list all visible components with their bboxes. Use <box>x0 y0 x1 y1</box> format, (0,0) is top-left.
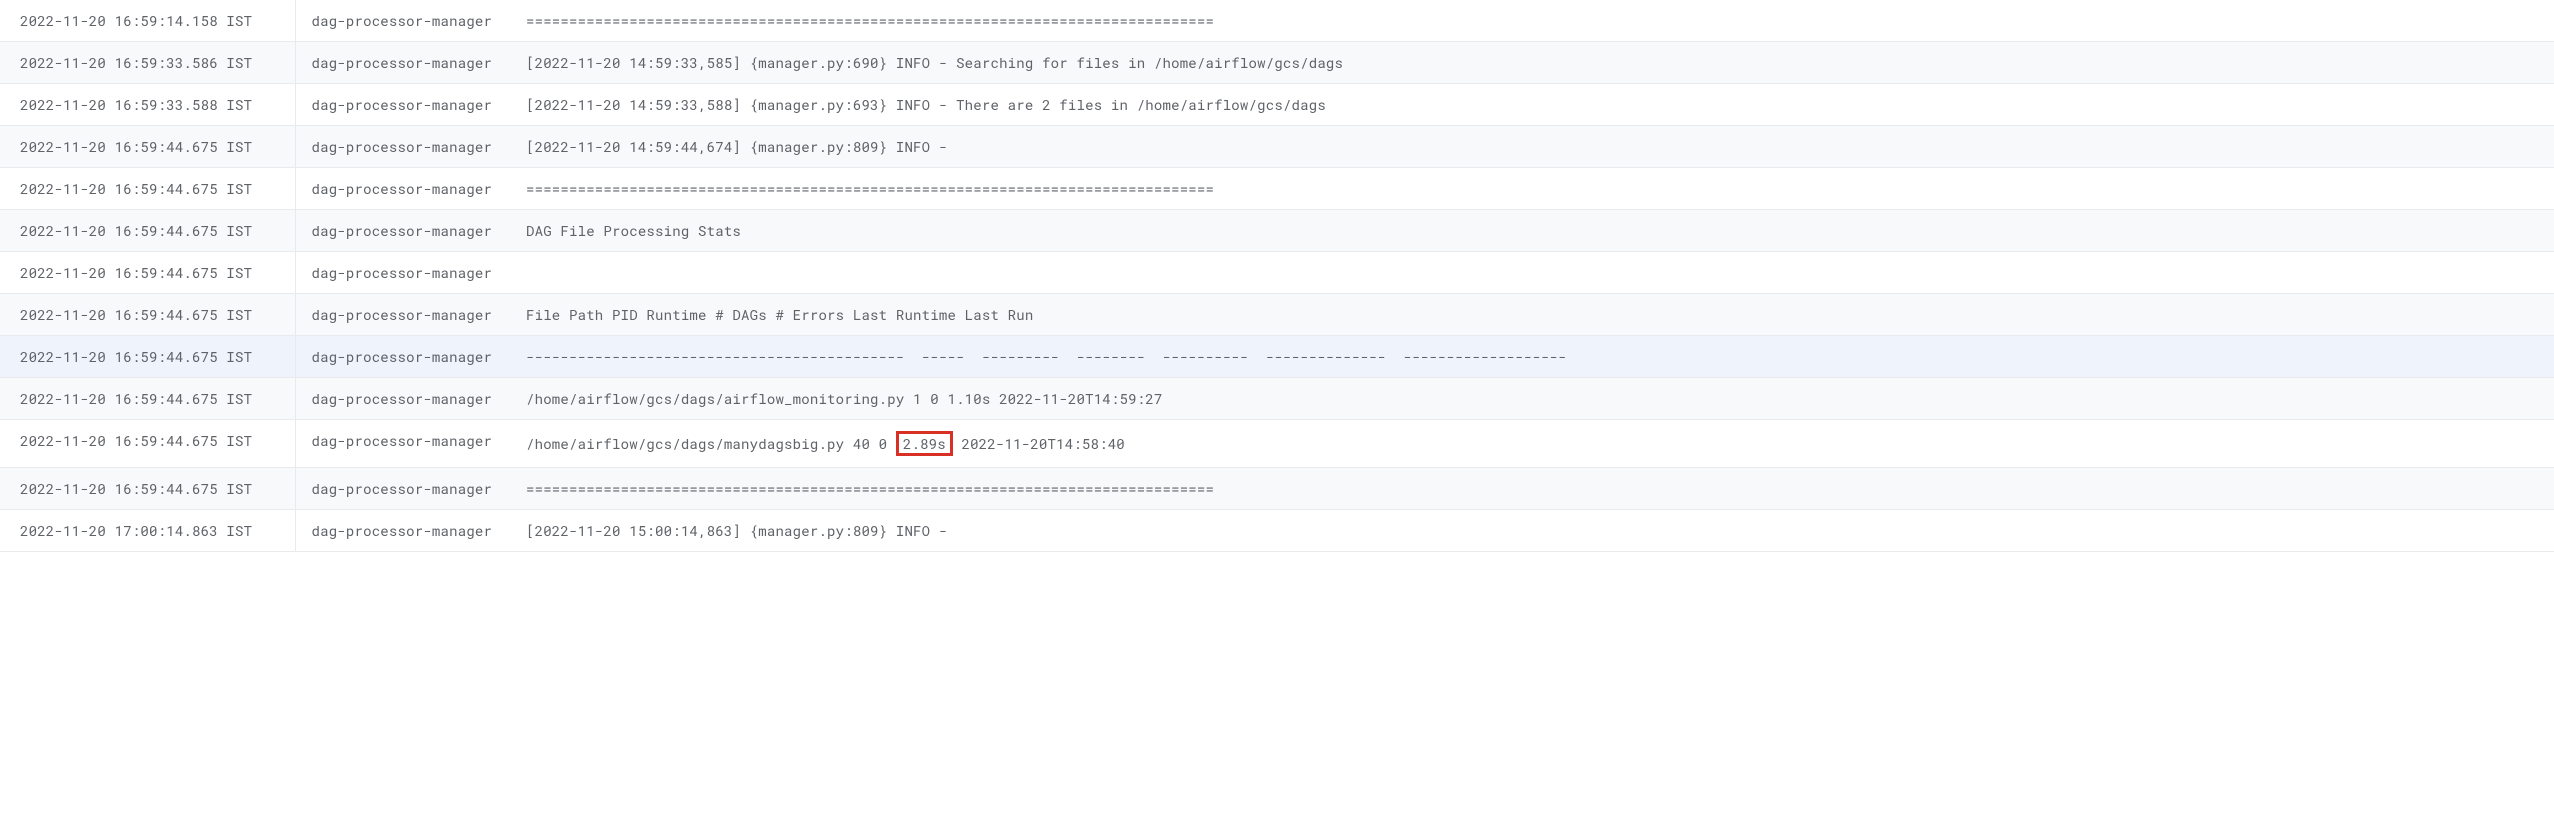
log-timestamp: 2022-11-20 16:59:14.158 IST <box>0 0 295 42</box>
log-timestamp: 2022-11-20 16:59:33.586 IST <box>0 42 295 84</box>
log-source: dag-processor-manager <box>295 168 510 210</box>
log-table: 2022-11-20 16:59:14.158 ISTdag-processor… <box>0 0 2554 552</box>
log-timestamp: 2022-11-20 16:59:44.675 IST <box>0 468 295 510</box>
log-message: [2022-11-20 14:59:33,588] {manager.py:69… <box>510 84 2554 126</box>
log-row[interactable]: 2022-11-20 16:59:44.675 ISTdag-processor… <box>0 210 2554 252</box>
log-source: dag-processor-manager <box>295 210 510 252</box>
log-message <box>510 252 2554 294</box>
log-source: dag-processor-manager <box>295 84 510 126</box>
log-timestamp: 2022-11-20 16:59:44.675 IST <box>0 252 295 294</box>
log-timestamp: 2022-11-20 16:59:44.675 IST <box>0 210 295 252</box>
log-row[interactable]: 2022-11-20 16:59:44.675 ISTdag-processor… <box>0 168 2554 210</box>
log-message: File Path PID Runtime # DAGs # Errors La… <box>510 294 2554 336</box>
log-row[interactable]: 2022-11-20 16:59:44.675 ISTdag-processor… <box>0 294 2554 336</box>
log-row[interactable]: 2022-11-20 16:59:44.675 ISTdag-processor… <box>0 420 2554 468</box>
log-timestamp: 2022-11-20 17:00:14.863 IST <box>0 510 295 552</box>
log-message-pre: /home/airflow/gcs/dags/manydagsbig.py 40… <box>526 434 896 453</box>
log-row[interactable]: 2022-11-20 16:59:44.675 ISTdag-processor… <box>0 126 2554 168</box>
log-source: dag-processor-manager <box>295 378 510 420</box>
log-source: dag-processor-manager <box>295 420 510 468</box>
log-source: dag-processor-manager <box>295 468 510 510</box>
log-row[interactable]: 2022-11-20 16:59:44.675 ISTdag-processor… <box>0 336 2554 378</box>
log-source: dag-processor-manager <box>295 0 510 42</box>
log-row[interactable]: 2022-11-20 17:00:14.863 ISTdag-processor… <box>0 510 2554 552</box>
log-message: [2022-11-20 15:00:14,863] {manager.py:80… <box>510 510 2554 552</box>
log-row[interactable]: 2022-11-20 16:59:44.675 ISTdag-processor… <box>0 468 2554 510</box>
log-timestamp: 2022-11-20 16:59:44.675 IST <box>0 126 295 168</box>
log-message: /home/airflow/gcs/dags/airflow_monitorin… <box>510 378 2554 420</box>
log-row[interactable]: 2022-11-20 16:59:33.588 ISTdag-processor… <box>0 84 2554 126</box>
log-message: [2022-11-20 14:59:33,585] {manager.py:69… <box>510 42 2554 84</box>
log-timestamp: 2022-11-20 16:59:44.675 IST <box>0 168 295 210</box>
log-timestamp: 2022-11-20 16:59:44.675 IST <box>0 336 295 378</box>
log-row[interactable]: 2022-11-20 16:59:33.586 ISTdag-processor… <box>0 42 2554 84</box>
log-message: [2022-11-20 14:59:44,674] {manager.py:80… <box>510 126 2554 168</box>
log-source: dag-processor-manager <box>295 294 510 336</box>
log-source: dag-processor-manager <box>295 336 510 378</box>
log-message: ----------------------------------------… <box>510 336 2554 378</box>
log-timestamp: 2022-11-20 16:59:33.588 IST <box>0 84 295 126</box>
log-timestamp: 2022-11-20 16:59:44.675 IST <box>0 294 295 336</box>
log-row[interactable]: 2022-11-20 16:59:44.675 ISTdag-processor… <box>0 252 2554 294</box>
log-source: dag-processor-manager <box>295 510 510 552</box>
log-message-post: 2022-11-20T14:58:40 <box>953 434 1125 453</box>
log-row[interactable]: 2022-11-20 16:59:44.675 ISTdag-processor… <box>0 378 2554 420</box>
highlight-annotation: 2.89s <box>896 431 953 456</box>
log-source: dag-processor-manager <box>295 126 510 168</box>
log-message: /home/airflow/gcs/dags/manydagsbig.py 40… <box>510 420 2554 468</box>
log-timestamp: 2022-11-20 16:59:44.675 IST <box>0 420 295 468</box>
log-source: dag-processor-manager <box>295 42 510 84</box>
log-message: ========================================… <box>510 0 2554 42</box>
log-message: ========================================… <box>510 468 2554 510</box>
log-source: dag-processor-manager <box>295 252 510 294</box>
log-tbody: 2022-11-20 16:59:14.158 ISTdag-processor… <box>0 0 2554 552</box>
log-timestamp: 2022-11-20 16:59:44.675 IST <box>0 378 295 420</box>
log-message: ========================================… <box>510 168 2554 210</box>
log-row[interactable]: 2022-11-20 16:59:14.158 ISTdag-processor… <box>0 0 2554 42</box>
log-message: DAG File Processing Stats <box>510 210 2554 252</box>
